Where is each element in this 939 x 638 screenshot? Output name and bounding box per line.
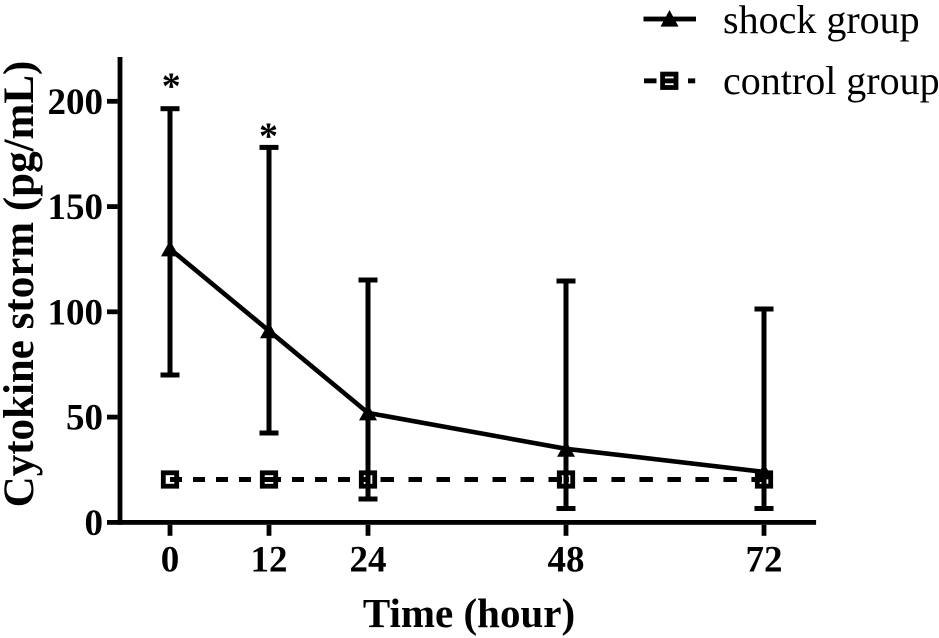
- svg-text:48: 48: [548, 540, 585, 581]
- svg-text:control group: control group: [723, 58, 939, 103]
- svg-text:100: 100: [48, 292, 104, 333]
- svg-text:72: 72: [746, 540, 783, 581]
- svg-text:24: 24: [350, 540, 387, 581]
- svg-text:12: 12: [251, 540, 288, 581]
- svg-text:*: *: [162, 66, 181, 108]
- svg-text:Time (hour): Time (hour): [363, 590, 575, 636]
- svg-text:Cytokine storm (pg/mL): Cytokine storm (pg/mL): [0, 61, 43, 508]
- svg-text:150: 150: [48, 187, 104, 228]
- svg-text:200: 200: [48, 82, 104, 123]
- svg-text:0: 0: [161, 540, 180, 581]
- svg-text:shock group: shock group: [723, 0, 920, 42]
- svg-text:0: 0: [85, 503, 104, 544]
- svg-text:50: 50: [66, 398, 103, 439]
